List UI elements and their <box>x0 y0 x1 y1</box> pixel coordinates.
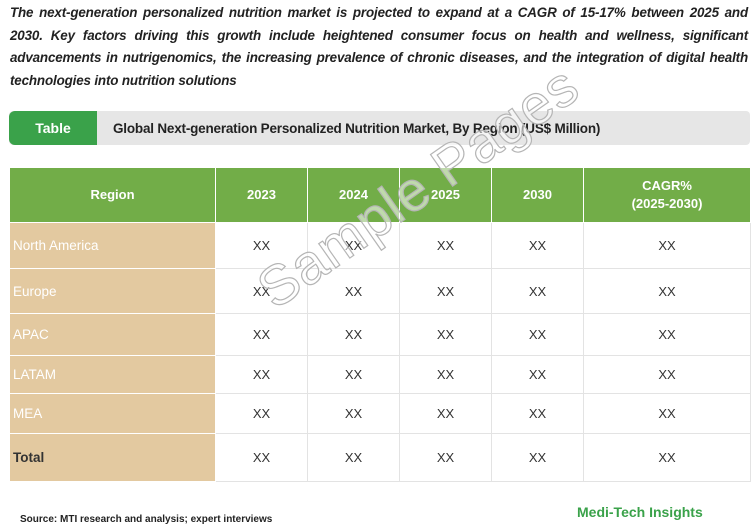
cagr-cell: XX <box>583 222 751 269</box>
value-cell: XX <box>399 222 492 269</box>
value-cell: XX <box>215 393 308 434</box>
region-cell: MEA <box>9 393 216 434</box>
value-cell: XX <box>215 355 308 394</box>
region-cell: North America <box>9 222 216 269</box>
region-cell: Europe <box>9 268 216 314</box>
value-cell: XX <box>399 268 492 314</box>
table-row: North America XX XX XX XX XX <box>9 222 751 269</box>
value-cell: XX <box>491 313 584 356</box>
region-market-table: Region 2023 2024 2025 2030 CAGR% (2025-2… <box>9 167 751 482</box>
cagr-cell: XX <box>583 433 751 482</box>
value-cell: XX <box>491 355 584 394</box>
brand-logo-text: Medi-Tech Insights <box>577 504 703 520</box>
region-cell: LATAM <box>9 355 216 394</box>
cagr-cell: XX <box>583 313 751 356</box>
table-row-total: Total XX XX XX XX XX <box>9 433 751 482</box>
table-title: Global Next-generation Personalized Nutr… <box>113 120 601 136</box>
value-cell: XX <box>491 222 584 269</box>
value-cell: XX <box>215 222 308 269</box>
header-region: Region <box>9 167 216 223</box>
table-row: Europe XX XX XX XX XX <box>9 268 751 314</box>
intro-paragraph: The next-generation personalized nutriti… <box>10 5 748 88</box>
table-tab-label: Table <box>9 111 97 145</box>
header-2030: 2030 <box>491 167 584 223</box>
value-cell: XX <box>399 313 492 356</box>
table-row: APAC XX XX XX XX XX <box>9 313 751 356</box>
value-cell: XX <box>215 313 308 356</box>
table-header-row: Region 2023 2024 2025 2030 CAGR% (2025-2… <box>9 167 751 223</box>
cagr-cell: XX <box>583 393 751 434</box>
value-cell: XX <box>215 433 308 482</box>
value-cell: XX <box>307 313 400 356</box>
value-cell: XX <box>491 268 584 314</box>
value-cell: XX <box>491 433 584 482</box>
header-cagr-label: CAGR% <box>642 178 692 193</box>
header-cagr: CAGR% (2025-2030) <box>583 167 751 223</box>
header-2024: 2024 <box>307 167 400 223</box>
header-cagr-period: (2025-2030) <box>631 196 703 211</box>
region-cell: APAC <box>9 313 216 356</box>
value-cell: XX <box>307 393 400 434</box>
table-row: LATAM XX XX XX XX XX <box>9 355 751 394</box>
value-cell: XX <box>307 222 400 269</box>
header-2025: 2025 <box>399 167 492 223</box>
value-cell: XX <box>307 433 400 482</box>
region-cell-total: Total <box>9 433 216 482</box>
value-cell: XX <box>399 393 492 434</box>
value-cell: XX <box>491 393 584 434</box>
table-row: MEA XX XX XX XX XX <box>9 393 751 434</box>
value-cell: XX <box>399 355 492 394</box>
header-2023: 2023 <box>215 167 308 223</box>
source-note: Source: MTI research and analysis; exper… <box>20 514 273 525</box>
cagr-cell: XX <box>583 268 751 314</box>
value-cell: XX <box>399 433 492 482</box>
cagr-cell: XX <box>583 355 751 394</box>
value-cell: XX <box>215 268 308 314</box>
value-cell: XX <box>307 268 400 314</box>
table-title-bar: Table Global Next-generation Personalize… <box>9 111 750 145</box>
value-cell: XX <box>307 355 400 394</box>
